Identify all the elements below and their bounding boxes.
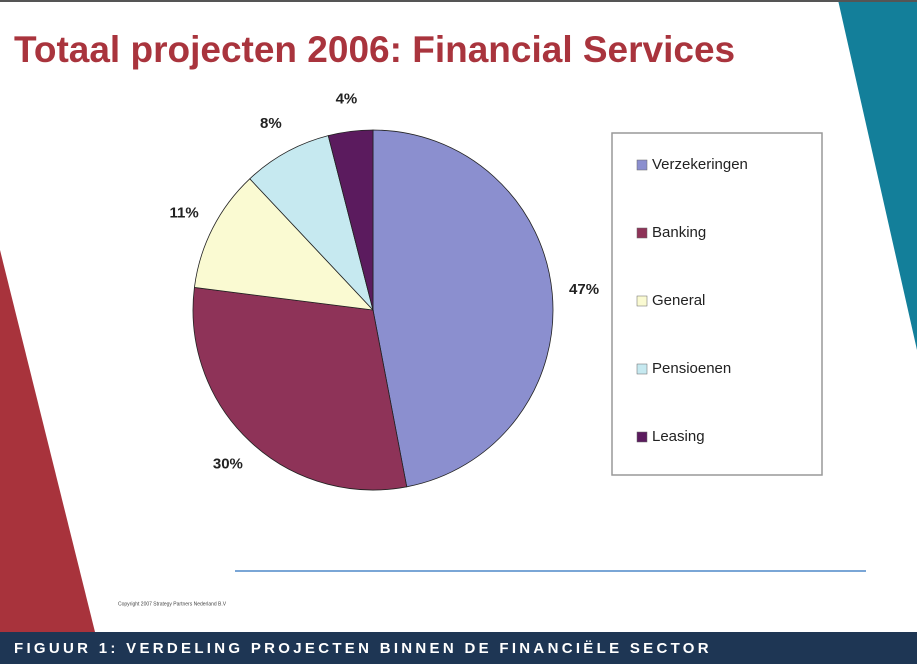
legend-label: Pensioenen — [652, 360, 731, 377]
red-shape — [0, 250, 95, 632]
caption: FIGUUR 1: VERDELING PROJECTEN BINNEN DE … — [14, 640, 712, 657]
legend-box — [611, 132, 823, 476]
legend-swatch — [636, 431, 648, 443]
pie-slice — [249, 135, 374, 311]
value-label: 4% — [336, 91, 358, 108]
value-label: 30% — [213, 456, 243, 473]
pie-slice — [192, 286, 408, 491]
teal-shape — [838, 0, 917, 350]
legend-label: Leasing — [652, 428, 705, 445]
legend-swatch — [636, 295, 648, 307]
pie-slice — [193, 178, 375, 311]
caption-bar — [0, 632, 917, 664]
footnote: Copyright 2007 Strategy Partners Nederla… — [118, 601, 227, 607]
chart-title: Totaal projecten 2006: Financial Service… — [14, 29, 735, 70]
value-label: 8% — [260, 115, 282, 132]
legend-swatch — [636, 363, 648, 375]
legend-label: Verzekeringen — [652, 156, 748, 173]
pie-slice — [372, 129, 554, 488]
legend-swatch — [636, 159, 648, 171]
value-label: 47% — [569, 281, 599, 298]
value-label: 11% — [170, 205, 199, 222]
legend-swatch — [636, 227, 648, 239]
legend-label: General — [652, 292, 705, 309]
legend-label: Banking — [652, 224, 706, 241]
pie-slice — [327, 129, 374, 311]
